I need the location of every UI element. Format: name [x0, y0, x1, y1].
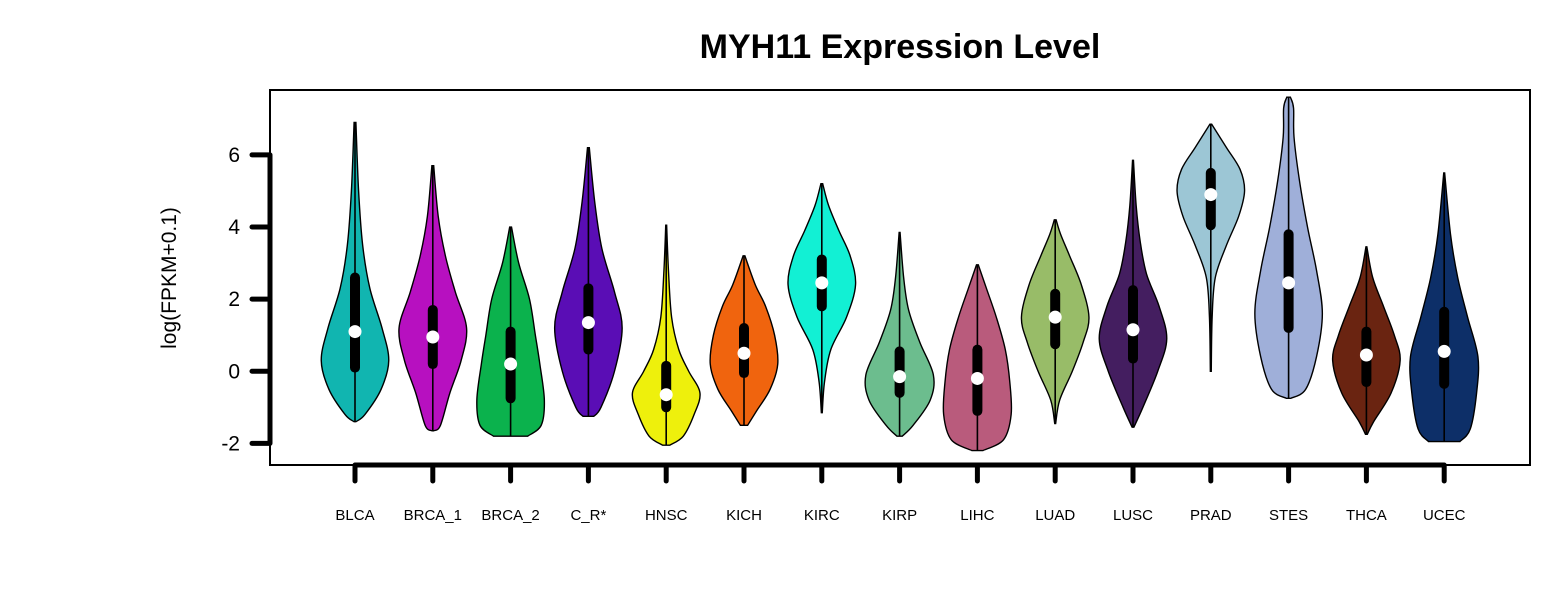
x-tick-label: HNSC: [645, 507, 688, 524]
violin-median-dot: [426, 330, 440, 344]
violin-median-dot: [1204, 188, 1218, 202]
violin-kirc: [787, 183, 857, 414]
y-tick-label: 0: [228, 360, 240, 383]
x-tick-label: BRCA_2: [481, 507, 539, 524]
violin-median-dot: [893, 370, 907, 384]
x-tick-label: LUAD: [1035, 507, 1075, 524]
y-tick-label: 6: [228, 144, 240, 167]
violin-lusc: [1098, 159, 1168, 428]
x-tick-label: THCA: [1346, 507, 1387, 524]
violin-brca-1: [398, 165, 468, 432]
violin-lihc: [942, 264, 1013, 452]
x-tick-label: KICH: [726, 507, 762, 524]
violin-median-dot: [1048, 310, 1062, 324]
x-axis: BLCA BRCA_1 BRCA_2 C_R* HNSC KICH KIRC KIRP LIHC…: [335, 462, 1466, 524]
y-tick-label: -2: [221, 432, 240, 455]
y-tick-label: 2: [228, 288, 240, 311]
x-tick-label: BRCA_1: [404, 507, 462, 524]
y-axis-label: log(FPKM+0.1): [158, 207, 181, 349]
violin-c-r-: [553, 146, 623, 418]
violin-median-dot: [737, 346, 751, 360]
violin-median-dot: [1282, 276, 1296, 290]
violin-kich: [709, 255, 779, 427]
violin-thca: [1331, 246, 1401, 436]
x-tick-label: KIRC: [804, 507, 840, 524]
violin-median-dot: [504, 357, 518, 371]
violin-luad: [1020, 219, 1090, 425]
x-tick-label: PRAD: [1190, 507, 1232, 524]
violin-brca-2: [476, 226, 546, 437]
x-tick-label: STES: [1269, 507, 1308, 524]
x-tick-label: BLCA: [335, 507, 374, 524]
violin-median-dot: [1437, 344, 1451, 358]
x-tick-label: KIRP: [882, 507, 917, 524]
violin-group: [320, 96, 1480, 452]
y-tick-label: 4: [228, 216, 240, 239]
violin-ucec: [1409, 172, 1480, 443]
violin-median-dot: [1359, 348, 1373, 362]
x-tick-label: LIHC: [960, 507, 994, 524]
violin-prad: [1176, 123, 1246, 372]
violin-hnsc: [631, 224, 701, 446]
violin-median-dot: [815, 276, 829, 290]
x-tick-label: LUSC: [1113, 507, 1153, 524]
violin-blca: [320, 121, 390, 423]
x-tick-label: C_R*: [570, 507, 606, 524]
violin-kirp: [864, 231, 935, 437]
violin-median-dot: [581, 316, 595, 330]
violin-median-dot: [1126, 323, 1140, 337]
y-axis: -2 0 2 4 6: [221, 144, 273, 455]
violin-median-dot: [659, 388, 673, 402]
x-tick-label: UCEC: [1423, 507, 1466, 524]
chart-title: MYH11 Expression Level: [700, 28, 1101, 66]
violin-median-dot: [348, 325, 362, 339]
violin-median-dot: [970, 371, 984, 385]
violin-stes: [1254, 96, 1324, 399]
